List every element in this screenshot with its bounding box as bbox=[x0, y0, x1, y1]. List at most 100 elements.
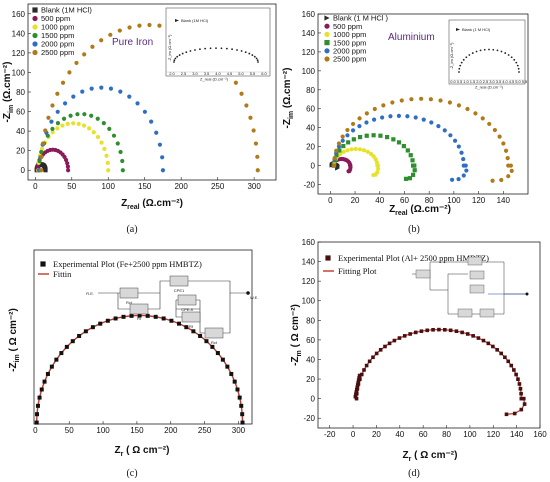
x-tick-label: 120 bbox=[472, 196, 486, 205]
data-point bbox=[463, 163, 468, 168]
inset-point bbox=[220, 47, 223, 50]
data-point bbox=[61, 116, 67, 121]
y-axis-label: -Zim (Ω.cm⁻²) bbox=[282, 68, 295, 129]
x-tick-label: 60 bbox=[400, 196, 409, 205]
inset-y-label: -Z_im (Ω.cm⁻²) bbox=[449, 42, 454, 70]
data-point bbox=[39, 168, 44, 173]
inset-point bbox=[458, 67, 461, 70]
data-point bbox=[388, 114, 393, 119]
data-point bbox=[147, 22, 152, 28]
y-tick-label: -20 bbox=[303, 181, 315, 190]
data-point bbox=[419, 96, 424, 101]
data-point bbox=[461, 156, 466, 162]
y-tick-label: 20 bbox=[16, 147, 25, 156]
circuit-element-label: Rf bbox=[189, 324, 194, 329]
circuit-wires bbox=[412, 261, 526, 315]
data-point bbox=[401, 143, 406, 149]
data-point bbox=[70, 339, 75, 344]
y-axis-label: -Zim (Ω.cm⁻²) bbox=[2, 62, 15, 123]
panel-b-aluminium-nyquist: 0 20 40 60 80 100 120 140 -20 0 20 40 60 80 100 120 140 1… bbox=[282, 10, 529, 217]
x-tick-label: 50 bbox=[65, 426, 74, 435]
legend-marker bbox=[324, 40, 330, 46]
inset-legend-marker bbox=[456, 28, 460, 31]
data-point bbox=[436, 124, 441, 129]
x-tick-label: 150 bbox=[138, 182, 152, 191]
data-point bbox=[248, 115, 253, 120]
data-point bbox=[60, 80, 66, 85]
data-point bbox=[371, 355, 375, 360]
legend-marker bbox=[324, 23, 330, 29]
data-point bbox=[77, 333, 82, 338]
data-point bbox=[345, 133, 350, 138]
data-point bbox=[519, 396, 524, 401]
data-point bbox=[354, 390, 359, 394]
inset-point bbox=[225, 47, 228, 50]
data-point bbox=[341, 149, 346, 154]
data-point bbox=[244, 103, 249, 108]
data-point bbox=[353, 146, 358, 152]
x-tick-label: 150 bbox=[130, 426, 144, 435]
data-point bbox=[35, 164, 40, 169]
panel-label-c: (c) bbox=[126, 468, 137, 479]
data-point bbox=[519, 391, 523, 396]
x-tick-label: 140 bbox=[510, 430, 524, 439]
inset-point bbox=[516, 64, 519, 67]
data-point bbox=[74, 60, 79, 66]
y-tick-label: 160 bbox=[302, 10, 316, 19]
inset-point bbox=[240, 50, 243, 52]
data-point bbox=[101, 121, 106, 126]
circuit-element bbox=[479, 308, 495, 318]
data-point bbox=[421, 117, 426, 122]
y-tick-label: 120 bbox=[12, 49, 26, 58]
inset-y-label: -Z_im (Ω.cm⁻²) bbox=[167, 34, 172, 62]
data-point bbox=[396, 113, 402, 118]
data-point bbox=[121, 314, 126, 319]
x-tick-label: 300 bbox=[232, 426, 246, 435]
data-point bbox=[448, 328, 453, 333]
y-tick-label: 120 bbox=[302, 48, 316, 57]
data-point bbox=[408, 153, 413, 158]
data-point bbox=[45, 371, 50, 376]
data-point bbox=[374, 160, 379, 165]
inset-point bbox=[236, 49, 238, 51]
inset-frame bbox=[165, 7, 271, 77]
data-point bbox=[438, 98, 443, 103]
y-tick-label: 160 bbox=[302, 238, 316, 247]
data-point bbox=[375, 163, 381, 168]
data-point bbox=[509, 363, 514, 368]
data-point bbox=[95, 116, 100, 121]
data-point bbox=[387, 341, 392, 346]
equivalent-circuit: Rct CPE1 RI CPE-fl Rf Rct R.E. W.E. bbox=[86, 275, 258, 345]
inset-tick-label: 5.5 bbox=[522, 79, 528, 84]
data-point bbox=[345, 148, 350, 153]
data-point bbox=[516, 377, 520, 381]
legend-label: 500 ppm bbox=[41, 14, 70, 23]
inset-point bbox=[257, 61, 259, 63]
data-point bbox=[403, 176, 409, 181]
data-point bbox=[120, 158, 125, 164]
circuit-element bbox=[129, 303, 149, 315]
data-point bbox=[34, 420, 39, 425]
inset-point bbox=[462, 58, 465, 61]
data-point bbox=[137, 23, 142, 28]
x-tick-label: 140 bbox=[497, 196, 511, 205]
data-point bbox=[46, 115, 51, 120]
data-point bbox=[460, 330, 464, 335]
data-point bbox=[63, 157, 69, 163]
data-point bbox=[380, 115, 385, 120]
data-point bbox=[154, 130, 159, 135]
inset-legend-label: Blank (1 M HCl) bbox=[462, 27, 491, 32]
data-point bbox=[43, 128, 48, 133]
x-axis-label: Zreal (Ω.cm⁻²) bbox=[389, 204, 451, 217]
data-point bbox=[383, 344, 387, 349]
data-point bbox=[42, 379, 47, 384]
data-point bbox=[71, 94, 76, 99]
data-point bbox=[431, 327, 435, 332]
inset-point bbox=[459, 64, 462, 67]
inset-frame bbox=[448, 19, 526, 85]
circuit-element bbox=[204, 327, 224, 339]
data-point bbox=[357, 373, 362, 378]
data-point bbox=[437, 327, 441, 332]
data-point bbox=[405, 114, 410, 119]
data-point bbox=[225, 364, 230, 369]
